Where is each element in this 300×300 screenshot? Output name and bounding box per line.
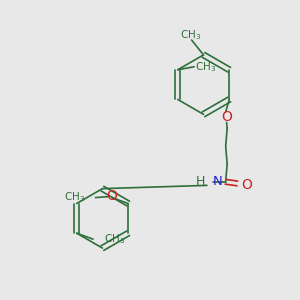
Text: CH$_3$: CH$_3$ — [195, 60, 217, 74]
Text: CH$_3$: CH$_3$ — [179, 29, 201, 43]
Text: CH$_3$: CH$_3$ — [104, 232, 126, 246]
Text: N: N — [213, 175, 223, 188]
Text: CH$_3$: CH$_3$ — [64, 191, 85, 205]
Text: O: O — [106, 189, 117, 203]
Text: O: O — [221, 110, 232, 124]
Text: H: H — [196, 175, 205, 188]
Text: O: O — [242, 178, 253, 192]
